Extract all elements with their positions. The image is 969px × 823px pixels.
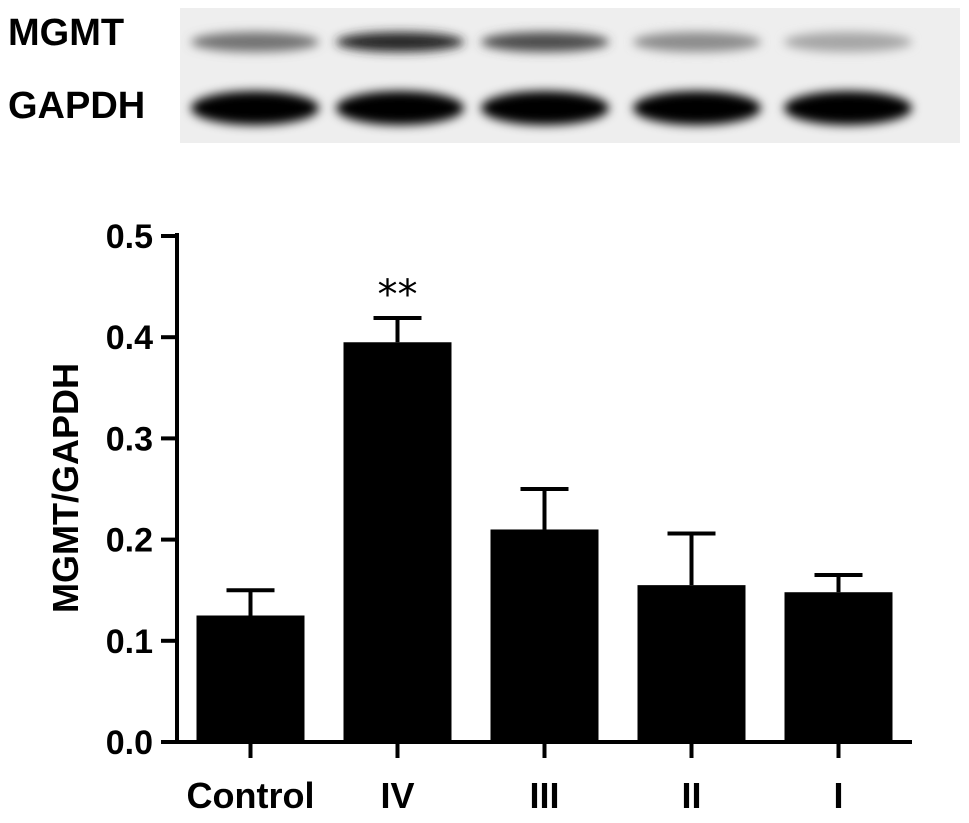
blot-label-gapdh: GAPDH [8,85,145,127]
band-gapdh-lane-4 [633,91,761,125]
x-tick-label-iii: III [529,775,559,816]
bar-ii [637,585,746,742]
band-mgmt-lane-4 [633,32,761,52]
y-tick-label: 0.0 [106,724,153,762]
bar-i [784,592,893,742]
x-tick-label-ii: II [681,775,701,816]
x-tick-label-control: Control [187,775,315,816]
y-tick-label: 0.1 [106,623,153,661]
significance-annotation: ** [378,272,418,318]
band-mgmt-lane-5 [784,32,912,52]
y-axis-ticks: 0.0 0.1 0.2 0.3 0.4 0.5 [106,218,177,762]
bar-chart: MGMT/GAPDH 0.0 0.1 0.2 0.3 0.4 0.5 Control IV I… [45,218,912,816]
band-gapdh-lane-1 [191,91,319,125]
error-bars [226,315,863,616]
y-tick-label: 0.4 [106,319,153,357]
band-gapdh-lane-5 [784,91,912,125]
y-tick-label: 0.5 [106,218,153,256]
bars [196,342,893,742]
blot-bands [191,32,912,125]
y-tick-label: 0.3 [106,420,153,458]
y-axis-title: MGMT/GAPDH [45,363,86,613]
bar-control [196,615,305,742]
band-mgmt-lane-1 [191,32,319,52]
band-gapdh-lane-3 [481,91,609,125]
bar-iv [343,342,452,742]
western-blot: MGMT GAPDH [8,8,960,143]
x-axis-ticks: Control IV III II I [187,742,844,816]
band-mgmt-lane-3 [481,32,609,52]
band-gapdh-lane-2 [336,91,464,125]
band-mgmt-lane-2 [336,32,464,52]
annotations: ** [378,272,418,318]
y-tick-label: 0.2 [106,522,153,560]
x-tick-label-iv: IV [380,775,414,816]
bar-iii [490,529,599,742]
blot-label-mgmt: MGMT [8,12,124,54]
x-tick-label-i: I [833,775,843,816]
